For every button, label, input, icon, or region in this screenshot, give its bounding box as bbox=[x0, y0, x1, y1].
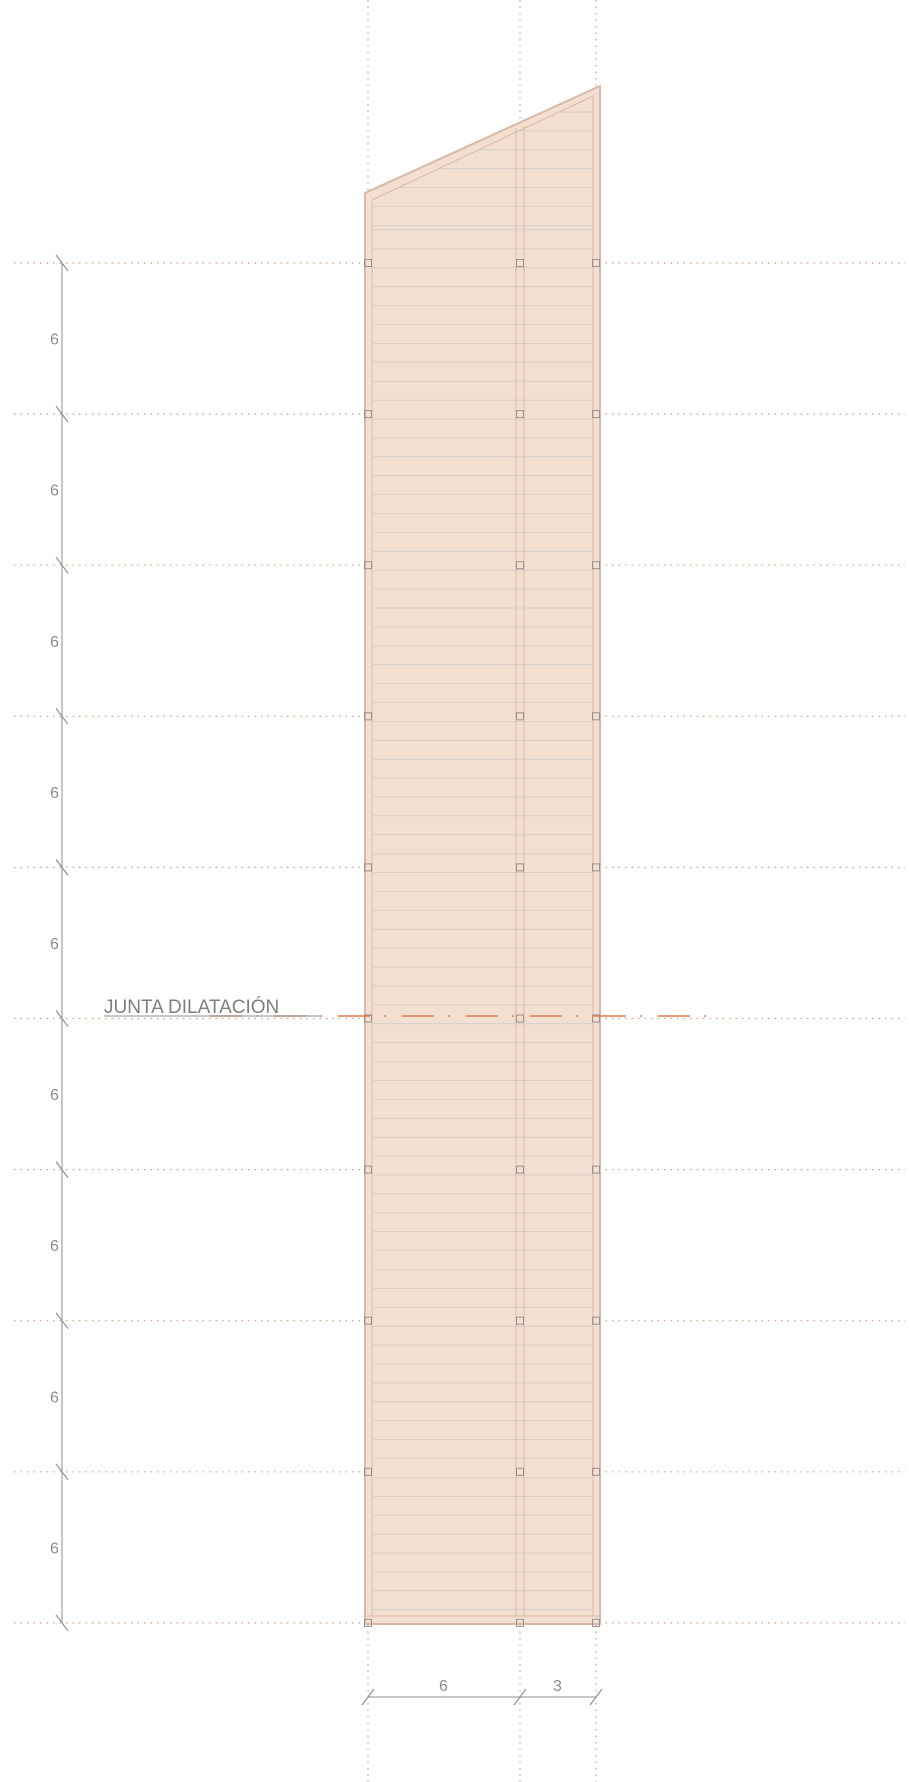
column-mark bbox=[592, 410, 600, 419]
dimension-tick bbox=[55, 859, 69, 876]
dimension-tick bbox=[55, 405, 69, 423]
vertical-dimension-value: 6 bbox=[50, 1389, 59, 1406]
column-mark bbox=[516, 712, 524, 721]
column-mark bbox=[516, 1316, 524, 1325]
expansion-joint: JUNTA DILATACIÓN bbox=[104, 996, 706, 1018]
vertical-dimension-chain: 6 6 6 6 6 6 6 6 6 bbox=[50, 254, 69, 1632]
column-mark bbox=[516, 410, 524, 419]
column-mark bbox=[592, 259, 600, 267]
dimension-tick bbox=[55, 254, 69, 272]
column-mark bbox=[364, 259, 372, 267]
dimension-tick bbox=[55, 707, 69, 725]
column-mark bbox=[364, 1618, 372, 1627]
dimension-tick bbox=[513, 1688, 527, 1706]
vertical-dimension-value: 6 bbox=[50, 1540, 59, 1557]
column-mark bbox=[592, 1316, 600, 1325]
column-mark bbox=[364, 1165, 372, 1174]
slab-outline bbox=[364, 84, 601, 1625]
column-mark bbox=[516, 1467, 524, 1476]
column-mark bbox=[516, 863, 524, 872]
column-mark bbox=[516, 1618, 524, 1627]
joint-label: JUNTA DILATACIÓN bbox=[104, 996, 279, 1018]
vertical-dimension-value: 6 bbox=[50, 332, 59, 349]
column-mark bbox=[364, 712, 372, 721]
dimension-tick bbox=[55, 556, 69, 574]
column-mark bbox=[364, 863, 372, 872]
horizontal-dimension-value: 6 bbox=[439, 1678, 448, 1695]
vertical-dimension-value: 6 bbox=[50, 936, 59, 953]
dimension-tick bbox=[55, 1614, 69, 1632]
column-mark bbox=[364, 1014, 372, 1023]
column-mark bbox=[364, 1467, 372, 1476]
dimension-tick bbox=[361, 1688, 375, 1706]
dimension-tick bbox=[55, 1312, 69, 1330]
column-mark bbox=[592, 561, 600, 570]
vertical-dimension-value: 6 bbox=[50, 483, 59, 500]
vertical-dimension-value: 6 bbox=[50, 1238, 59, 1255]
vertical-dimension-value: 6 bbox=[50, 634, 59, 651]
horizontal-dimension-value: 3 bbox=[553, 1678, 562, 1695]
vertical-dimension-value: 6 bbox=[50, 1087, 59, 1104]
dimension-tick bbox=[589, 1688, 603, 1706]
dimension-tick bbox=[55, 1010, 69, 1027]
column-mark bbox=[592, 1618, 600, 1627]
column-mark bbox=[592, 1467, 600, 1476]
column-mark bbox=[516, 1165, 524, 1174]
dimension-tick bbox=[55, 1161, 69, 1178]
column-mark bbox=[592, 712, 600, 721]
column-mark bbox=[364, 1316, 372, 1325]
column-mark bbox=[592, 1014, 600, 1023]
column-mark bbox=[364, 410, 372, 419]
column-mark bbox=[516, 561, 524, 570]
column-mark bbox=[516, 1014, 524, 1023]
dimension-tick bbox=[55, 1463, 69, 1481]
vertical-dimension-value: 6 bbox=[50, 785, 59, 802]
column-mark bbox=[364, 561, 372, 570]
column-mark bbox=[592, 863, 600, 872]
column-mark bbox=[592, 1165, 600, 1174]
column-mark bbox=[516, 259, 524, 267]
slab-panel bbox=[364, 84, 601, 1627]
